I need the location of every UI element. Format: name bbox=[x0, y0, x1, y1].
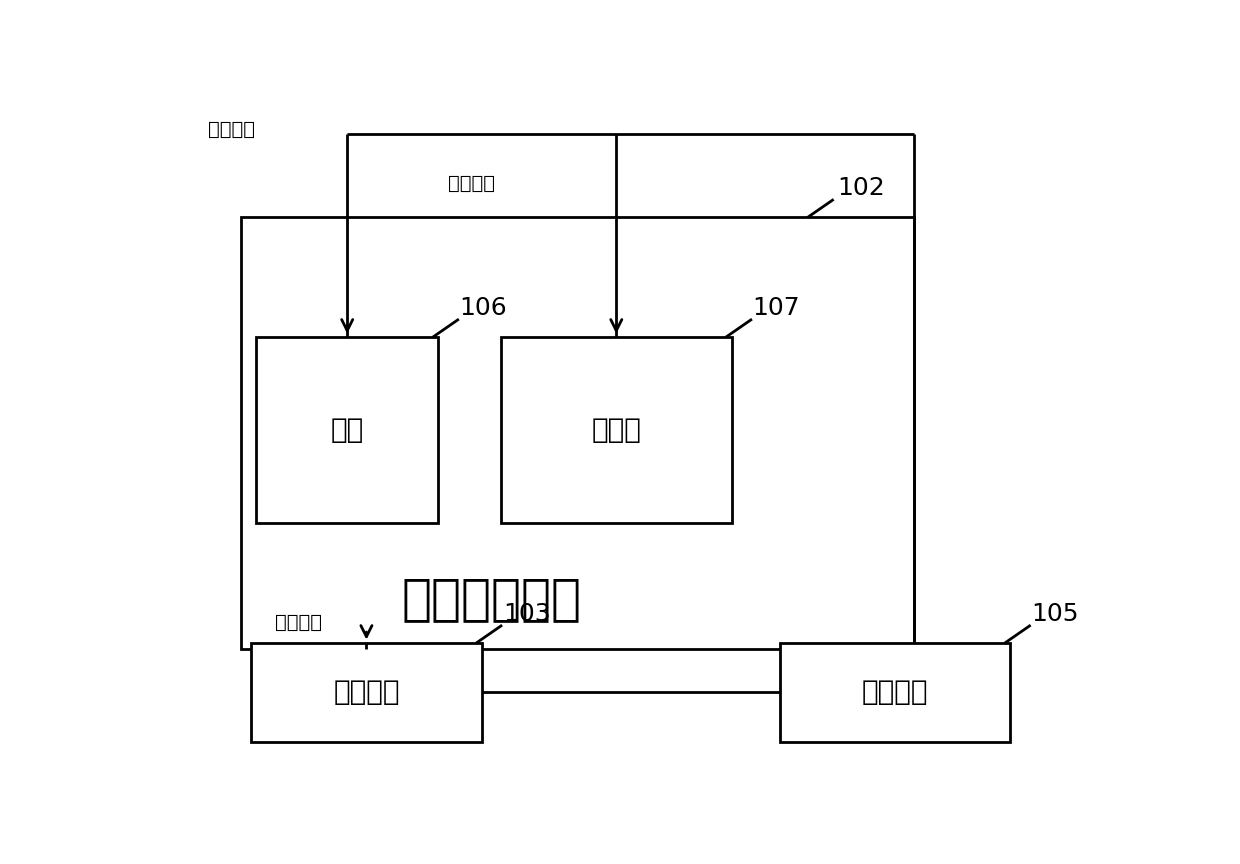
Text: 105: 105 bbox=[1032, 602, 1079, 626]
Text: 采集模块: 采集模块 bbox=[334, 678, 399, 707]
Bar bbox=[250, 643, 481, 742]
Bar bbox=[242, 217, 914, 649]
Bar bbox=[501, 336, 732, 523]
Text: 102: 102 bbox=[837, 176, 885, 200]
Text: 流速阀: 流速阀 bbox=[591, 416, 641, 444]
Text: 107: 107 bbox=[753, 295, 800, 320]
Text: 控制通断: 控制通断 bbox=[208, 120, 255, 139]
Text: 控制流量: 控制流量 bbox=[448, 174, 495, 193]
Text: 106: 106 bbox=[460, 295, 507, 320]
Text: 控制模块: 控制模块 bbox=[862, 678, 929, 707]
Bar bbox=[255, 336, 439, 523]
Bar bbox=[780, 643, 1011, 742]
Text: 液冷循环装置: 液冷循环装置 bbox=[402, 575, 582, 623]
Text: 103: 103 bbox=[503, 602, 551, 626]
Text: 温度数据: 温度数据 bbox=[275, 613, 322, 632]
Text: 电泵: 电泵 bbox=[331, 416, 363, 444]
